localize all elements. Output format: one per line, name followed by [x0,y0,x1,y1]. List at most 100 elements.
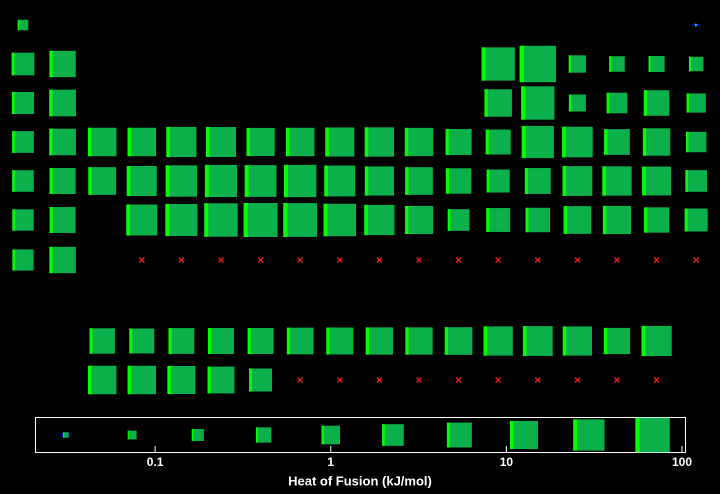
glyph [688,56,704,72]
glyph [126,204,158,236]
glyph [563,206,592,234]
missing-marker [653,256,660,264]
glyph-edge [166,126,170,158]
glyph [405,327,433,355]
glyph [525,207,551,233]
missing-marker [297,376,304,384]
glyph-edge [445,128,449,156]
glyph [206,127,236,157]
glyph-edge [365,327,370,355]
glyph-edge [285,127,290,157]
glyph [127,430,137,440]
glyph-edge [11,91,15,115]
glyph [166,126,197,158]
glyph-edge [688,56,691,72]
glyph-edge [208,328,212,354]
glyph-edge [49,167,53,195]
glyph-edge [684,208,688,232]
glyph [447,209,470,231]
x-tick-label: 10 [500,455,514,469]
glyph-edge [243,203,248,237]
glyph-edge [12,170,15,192]
legend-box [35,417,686,453]
glyph-edge [485,129,489,155]
glyph [165,165,198,197]
glyph-edge [562,326,567,356]
glyph-edge [165,165,170,197]
missing-marker [178,256,185,264]
glyph [405,167,433,195]
glyph [509,420,539,450]
glyph [87,365,117,395]
glyph [49,128,76,156]
glyph-edge [88,167,92,195]
glyph-edge [685,131,689,153]
glyph-edge [573,419,578,451]
glyph [191,428,204,442]
glyph-edge [364,204,368,236]
glyph-edge [364,127,369,157]
glyph [256,427,272,443]
glyph-edge [244,165,249,197]
missing-marker [376,256,383,264]
glyph [12,170,34,192]
glyph [641,325,672,357]
glyph-edge [522,326,527,356]
glyph [246,127,275,157]
glyph-edge [685,170,688,192]
glyph-edge [168,328,172,354]
glyph [485,129,511,155]
glyph-edge [321,425,324,445]
glyph-edge [12,209,15,231]
glyph-edge [382,424,385,446]
glyph-edge [286,327,291,355]
glyph-edge [127,127,131,157]
glyph [602,166,632,196]
glyph-edge [323,203,328,237]
glyph [89,328,115,354]
glyph-edge [206,127,210,157]
missing-marker [574,376,581,384]
glyph [364,166,394,196]
missing-marker [336,376,343,384]
glyph-edge [481,47,486,81]
missing-marker [455,256,462,264]
glyph [685,131,707,153]
missing-marker [138,256,145,264]
glyph-edge [127,430,129,440]
missing-marker [415,376,423,384]
glyph-edge [445,168,449,194]
glyph [204,164,238,198]
glyph-edge [643,90,647,116]
glyph-edge [446,422,450,448]
glyph [404,205,434,235]
glyph [12,131,34,153]
glyph-edge [325,127,329,157]
glyph [243,203,278,237]
glyph [686,93,706,113]
glyph [325,127,355,157]
glyph-edge [12,131,15,153]
glyph-edge [12,249,15,271]
glyph-edge [87,127,92,157]
glyph [484,89,512,117]
glyph-edge [89,328,93,354]
missing-marker [455,376,462,384]
glyph-edge [521,86,526,120]
glyph-edge [606,92,610,114]
glyph-edge [648,55,651,73]
glyph-edge [563,206,567,234]
missing-marker [257,256,264,264]
glyph-edge [686,93,689,113]
glyph-edge [509,420,514,450]
glyph-edge [17,19,20,31]
glyph-edge [404,205,409,235]
glyph-edge [609,56,612,72]
glyph [207,366,235,394]
glyph-edge [129,328,133,354]
missing-marker [534,256,541,264]
glyph [88,167,117,195]
glyph [167,366,196,394]
x-tick-label: 0.1 [147,455,164,469]
glyph [521,86,555,120]
